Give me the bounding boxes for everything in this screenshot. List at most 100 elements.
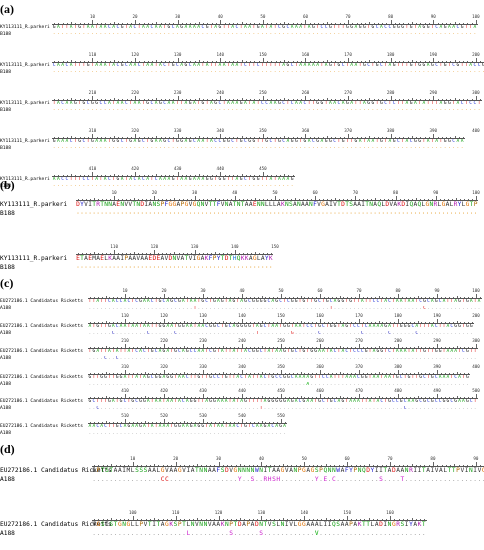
residue: V [164,255,169,262]
residue: G [146,375,150,380]
ruler-tick [307,198,308,200]
identity-dot: . [392,405,395,411]
residue: T [325,324,329,329]
identity-dot: . [263,530,268,537]
ruler-tick [444,346,446,348]
ruler-tick [166,252,167,254]
ruler-tick [173,22,174,24]
residue: T [228,399,232,404]
residue: C [357,375,360,380]
ruler-tick-label: 110 [171,510,180,515]
identity-dot: . [329,405,333,411]
identity-dot: . [321,305,325,311]
identity-dot: . [337,405,341,411]
identity-dot: . [286,355,290,361]
residue: G [188,101,192,106]
residue: A [192,101,196,106]
ruler-tick [394,372,395,374]
residue: G [213,399,216,404]
identity-dot: . [96,355,100,361]
ruler-tick-label: 210 [121,338,129,343]
ruler-tick [295,464,297,466]
identity-dot: · [82,31,86,37]
identity-dot: . [380,405,384,411]
identity-dot: · [214,183,218,189]
variant-residue: C [415,330,419,336]
identity-dot: . [306,476,311,483]
identity-dot: . [368,305,372,311]
identity-dot: · [192,145,196,151]
residue: P [473,201,478,208]
ruler-tick-label: 360 [301,128,310,133]
residue: A [263,399,267,404]
ruler-tick [233,136,234,138]
ruler-tick [62,60,64,62]
subject-identity-dots: ········································… [76,210,478,217]
identity-dot: . [399,355,403,361]
residue: G [92,349,96,354]
residue: T [447,63,451,68]
residue: C [256,63,260,68]
identity-dot: · [469,107,473,113]
residue: G [318,324,321,329]
ruler-tick [190,98,191,100]
ruler-tick-label: 70 [352,190,358,195]
ruler-tick [319,198,320,200]
residue: T [228,255,233,262]
residue: T [256,139,260,144]
identity-dot: . [139,476,144,483]
ruler-tick [253,296,255,298]
residue: A [197,63,201,68]
residue: C [462,349,465,354]
identity-dot: . [267,330,271,336]
residue: A [205,63,209,68]
ruler-tick [253,421,255,423]
residue: T [92,201,96,208]
identity-dot: . [454,355,458,361]
residue: L [293,521,298,528]
residue: A [209,424,212,429]
ruler-tick [249,296,251,298]
residue: T [154,424,158,429]
ruler-tick-label: 50 [260,14,266,19]
ruler-tick [448,396,450,398]
ruler-tick [390,462,391,466]
residue: G [297,521,302,528]
residue: G [329,399,333,404]
residue: A [113,467,118,474]
ruler-tick [136,321,138,323]
identity-dot: . [195,476,199,483]
residue: A [306,375,310,380]
identity-dot: · [290,107,294,113]
residue: T [174,399,177,404]
ruler-tick [292,372,294,374]
residue: T [325,349,329,354]
identity-dot: . [462,305,465,311]
ruler-tick [238,252,240,254]
residue: A [201,139,205,144]
ruler-tick [405,321,407,323]
identity-dot: · [413,210,418,217]
residue: T [413,63,417,68]
residue: C [116,63,120,68]
residue: S [400,521,405,528]
ruler-tick [417,295,419,298]
residue: G [275,299,279,304]
identity-dot: . [465,355,469,361]
identity-dot: . [399,381,403,387]
identity-dot: . [294,355,298,361]
identity-dot: . [482,476,484,483]
residue: E [76,255,80,262]
residue: A [185,399,189,404]
identity-dot: · [301,210,305,217]
identity-dot: . [395,330,399,336]
residue: P [124,255,129,262]
residue: A [162,424,166,429]
residue: A [435,139,439,144]
ruler-tick [206,252,208,254]
residue: N [108,201,112,208]
ruler-tick [94,518,95,520]
residue: A [294,399,298,404]
identity-dot: · [56,31,60,37]
subject-identity-dots: ....C..C................................… [88,356,478,361]
